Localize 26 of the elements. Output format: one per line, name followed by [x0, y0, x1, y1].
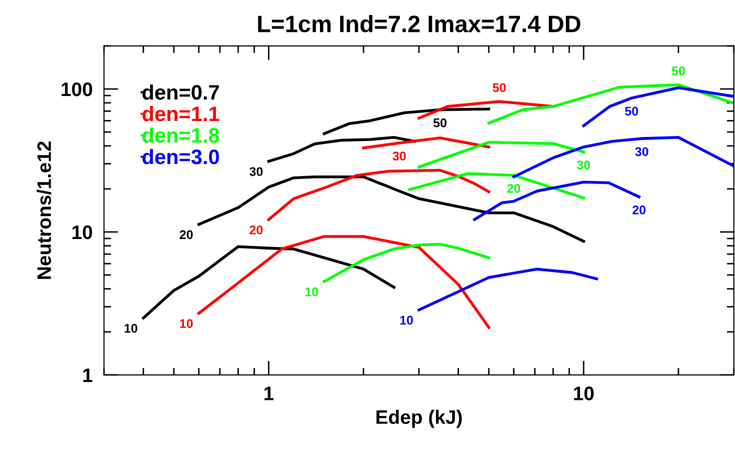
annotation: 10: [305, 287, 318, 296]
legend-label: den=1.1: [142, 106, 220, 122]
legend-label: den=0.7: [142, 84, 219, 100]
annotation: 50: [492, 83, 506, 92]
annotation: 10: [400, 316, 413, 325]
y-axis-title: Neutrons/1.e12: [36, 142, 52, 279]
legend-label: den=1.8: [142, 127, 220, 143]
annotation: 10: [124, 324, 138, 333]
annotation: 30: [392, 152, 406, 161]
annotation: 50: [433, 118, 446, 128]
x-axis-title: Edep (kJ): [376, 410, 462, 428]
annotation: 30: [635, 147, 648, 156]
annotation: 50: [672, 66, 685, 76]
annotation: 30: [576, 160, 590, 170]
legend-label: den=3.0: [142, 148, 219, 164]
annotation: 20: [632, 206, 646, 214]
annotation: 30: [250, 167, 263, 176]
y-tick-label: 1: [83, 368, 92, 382]
annotation: 20: [507, 184, 520, 193]
annotation: 50: [625, 106, 638, 116]
annotation: 10: [180, 319, 193, 328]
y-tick-label: 100: [62, 82, 92, 96]
annotation: 20: [180, 230, 193, 240]
chart-title: L=1cm Ind=7.2 Imax=17.4 DD: [258, 14, 580, 32]
y-tick-label: 10: [72, 225, 92, 240]
annotation: 20: [250, 225, 263, 234]
